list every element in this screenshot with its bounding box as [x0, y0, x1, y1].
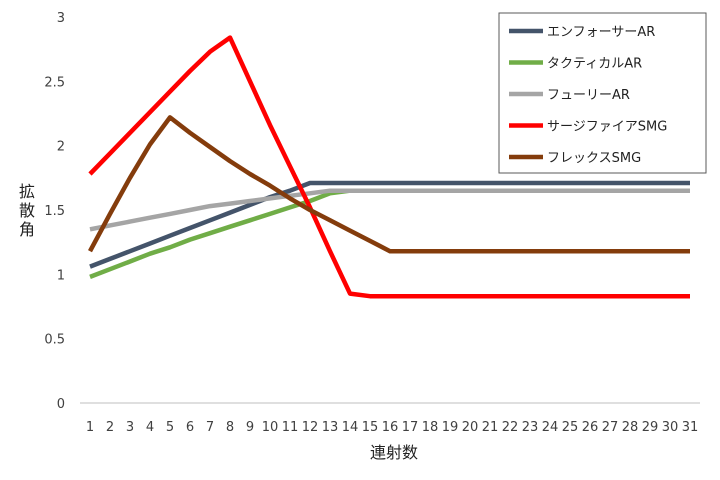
x-tick-label: 30	[662, 420, 679, 435]
x-tick-label: 3	[126, 420, 134, 435]
x-tick-label: 16	[382, 420, 399, 435]
legend-label-1: エンフォーサーAR	[547, 25, 655, 40]
x-tick-label: 17	[402, 420, 419, 435]
x-tick-label: 15	[362, 420, 379, 435]
x-tick-label: 13	[322, 420, 339, 435]
y-axis-title-char-2: 散	[19, 201, 35, 220]
series-line-1	[89, 180, 690, 269]
x-tick-label: 25	[562, 420, 579, 435]
y-tick-label: 2.5	[44, 75, 65, 90]
x-tick-label: 28	[622, 420, 639, 435]
y-axis-tick-labels: 0 0.5 1 1.5 2 2.5 3	[44, 11, 65, 412]
x-tick-label: 27	[602, 420, 619, 435]
y-axis-title-char-1: 拡	[19, 182, 35, 201]
x-axis-tick-labels: 1 2 3 4 5 6 7 8 9 10 11 12 13 14 15 16 17 18 19 20 21 22 23 24 2…	[86, 420, 698, 435]
x-tick-label: 21	[482, 420, 499, 435]
x-tick-label: 10	[262, 420, 279, 435]
y-tick-label: 0	[57, 397, 65, 412]
x-tick-label: 22	[502, 420, 519, 435]
x-tick-label: 2	[106, 420, 114, 435]
series-line-3	[89, 188, 690, 232]
legend-label-3: フューリーAR	[547, 88, 630, 103]
x-tick-label: 1	[86, 420, 94, 435]
x-tick-label: 5	[166, 420, 174, 435]
x-tick-label: 11	[282, 420, 299, 435]
x-tick-label: 12	[302, 420, 319, 435]
series-lines	[88, 35, 690, 299]
y-tick-label: 3	[57, 11, 65, 26]
x-tick-label: 14	[342, 420, 359, 435]
x-tick-label: 29	[642, 420, 659, 435]
legend-label-4: サージファイアSMG	[547, 120, 667, 135]
x-tick-label: 8	[226, 420, 234, 435]
legend-items: エンフォーサーAR タクティカルAR フューリーAR サージファイアSMG フレックスS…	[509, 25, 667, 166]
x-tick-label: 18	[422, 420, 439, 435]
series-line-5	[88, 115, 690, 254]
y-tick-label: 0.5	[44, 333, 65, 348]
x-tick-label: 7	[206, 420, 214, 435]
x-tick-label: 20	[462, 420, 479, 435]
x-tick-label: 9	[246, 420, 254, 435]
series-line-4	[88, 35, 690, 299]
y-tick-label: 2	[57, 140, 65, 155]
y-tick-label: 1	[57, 268, 65, 283]
x-tick-label: 6	[186, 420, 194, 435]
x-tick-label: 26	[582, 420, 599, 435]
x-tick-label: 24	[542, 420, 559, 435]
y-axis-title-char-3: 角	[19, 220, 35, 239]
legend-label-2: タクティカルAR	[547, 57, 642, 72]
legend-label-5: フレックスSMG	[547, 151, 641, 166]
x-tick-label: 31	[682, 420, 699, 435]
y-tick-label: 1.5	[44, 204, 65, 219]
x-tick-label: 19	[442, 420, 459, 435]
x-tick-label: 23	[522, 420, 539, 435]
x-axis-title: 連射数	[370, 443, 418, 462]
legend: エンフォーサーAR タクティカルAR フューリーAR サージファイアSMG フレックスS…	[498, 12, 707, 174]
x-tick-label: 4	[146, 420, 154, 435]
